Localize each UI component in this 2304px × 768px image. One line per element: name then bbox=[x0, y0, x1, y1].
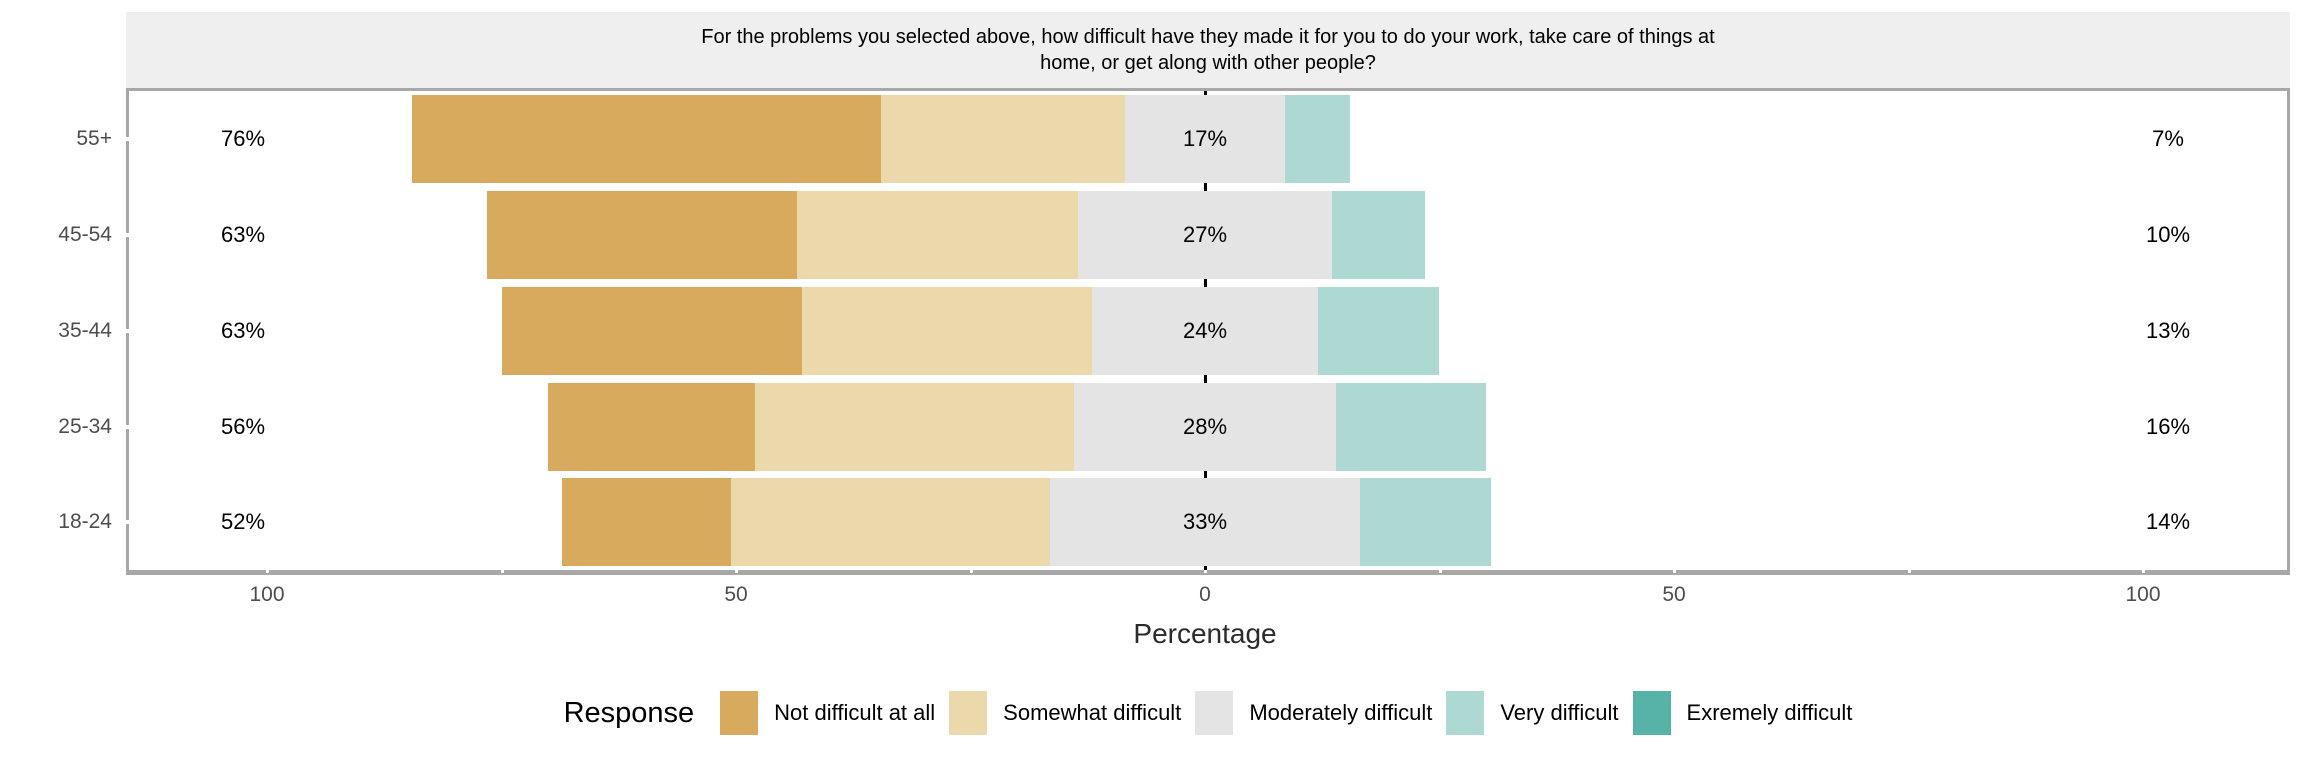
y-axis-tick bbox=[126, 520, 129, 524]
bar-segment bbox=[412, 95, 882, 183]
y-axis-category-label: 45-54 bbox=[58, 223, 112, 246]
x-axis-tick bbox=[969, 570, 973, 573]
x-axis-tick bbox=[735, 570, 738, 573]
bar-segment bbox=[1092, 287, 1318, 375]
x-axis-tick-label: 100 bbox=[2125, 583, 2161, 606]
bar-segment bbox=[501, 287, 802, 375]
bar-segment bbox=[548, 383, 755, 471]
bar-segment bbox=[1359, 478, 1492, 566]
bar-segment bbox=[801, 287, 1093, 375]
legend-item: Moderately difficult bbox=[1195, 691, 1432, 735]
center-value-label: 33% bbox=[1182, 509, 1228, 534]
chart-title-line-1: For the problems you selected above, how… bbox=[701, 26, 1715, 48]
bar-segment bbox=[1125, 95, 1285, 183]
center-value-label: 27% bbox=[1182, 222, 1228, 247]
right-total-label: 16% bbox=[2145, 414, 2191, 439]
legend-title: Response bbox=[563, 696, 695, 729]
center-value-label: 28% bbox=[1182, 414, 1228, 439]
x-axis-tick-label: 100 bbox=[249, 583, 285, 606]
legend-swatch-icon bbox=[949, 691, 988, 735]
bar-segment bbox=[1284, 95, 1351, 183]
legend-item: Somewhat difficult bbox=[949, 691, 1181, 735]
y-axis-tick bbox=[126, 425, 129, 429]
chart-title-line-2: home, or get along with other people? bbox=[1040, 52, 1376, 74]
left-total-label: 76% bbox=[220, 126, 266, 151]
legend-swatch-icon bbox=[720, 691, 759, 735]
bar-segment bbox=[1331, 191, 1426, 279]
y-axis-tick bbox=[126, 233, 129, 237]
legend-item-label: Not difficult at all bbox=[774, 700, 936, 725]
x-axis-tick-label: 50 bbox=[1662, 583, 1686, 606]
x-axis-tick bbox=[1204, 570, 1207, 573]
legend-swatch-icon bbox=[1446, 691, 1485, 735]
right-total-label: 14% bbox=[2145, 509, 2191, 534]
y-axis-category-label: 25-34 bbox=[58, 415, 112, 438]
left-total-label: 63% bbox=[220, 222, 266, 247]
y-axis-category-label: 35-44 bbox=[58, 319, 112, 342]
bar-segment bbox=[796, 191, 1079, 279]
legend-swatch-icon bbox=[1632, 691, 1671, 735]
x-axis-tick bbox=[1907, 570, 1911, 573]
bar-segment bbox=[487, 191, 797, 279]
right-total-label: 13% bbox=[2145, 318, 2191, 343]
chart-title-strip: For the problems you selected above, how… bbox=[126, 12, 2290, 88]
bar-segment bbox=[1078, 191, 1332, 279]
legend-item: Very difficult bbox=[1446, 691, 1619, 735]
legend: Response Not difficult at all Somewhat di… bbox=[126, 690, 2290, 736]
right-total-label: 7% bbox=[2152, 126, 2184, 151]
bar-segment bbox=[1317, 287, 1440, 375]
x-axis-tick bbox=[266, 570, 269, 573]
y-axis-tick bbox=[126, 137, 129, 141]
center-value-label: 24% bbox=[1182, 318, 1228, 343]
x-axis-tick bbox=[2142, 570, 2145, 573]
y-axis-category-label: 55+ bbox=[76, 127, 112, 150]
y-axis-category-label: 18-24 bbox=[58, 510, 112, 533]
bar-segment bbox=[1050, 478, 1360, 566]
bar-segment bbox=[562, 478, 732, 566]
legend-item-label: Moderately difficult bbox=[1249, 700, 1433, 725]
center-value-label: 17% bbox=[1182, 126, 1228, 151]
legend-swatch-icon bbox=[1195, 691, 1234, 735]
y-axis-tick bbox=[126, 329, 129, 333]
bar-segment bbox=[754, 383, 1074, 471]
bar-segment bbox=[881, 95, 1126, 183]
bar-segment bbox=[1336, 383, 1487, 471]
legend-item: Not difficult at all bbox=[720, 691, 935, 735]
legend-item-label: Exremely difficult bbox=[1686, 700, 1853, 725]
bar-segment bbox=[731, 478, 1051, 566]
x-axis-tick-label: 50 bbox=[724, 583, 748, 606]
legend-item-label: Very difficult bbox=[1500, 700, 1619, 725]
x-axis-tick bbox=[1673, 570, 1676, 573]
left-total-label: 56% bbox=[220, 414, 266, 439]
x-axis-tick-label: 0 bbox=[1199, 583, 1211, 606]
bar-segment bbox=[1073, 383, 1337, 471]
right-total-label: 10% bbox=[2145, 222, 2191, 247]
left-total-label: 63% bbox=[220, 318, 266, 343]
legend-item-label: Somewhat difficult bbox=[1003, 700, 1182, 725]
x-axis-title: Percentage bbox=[1133, 618, 1277, 649]
x-axis-tick bbox=[500, 570, 504, 573]
left-total-label: 52% bbox=[220, 509, 266, 534]
x-axis-tick bbox=[1438, 570, 1442, 573]
legend-item: Exremely difficult bbox=[1632, 691, 1853, 735]
